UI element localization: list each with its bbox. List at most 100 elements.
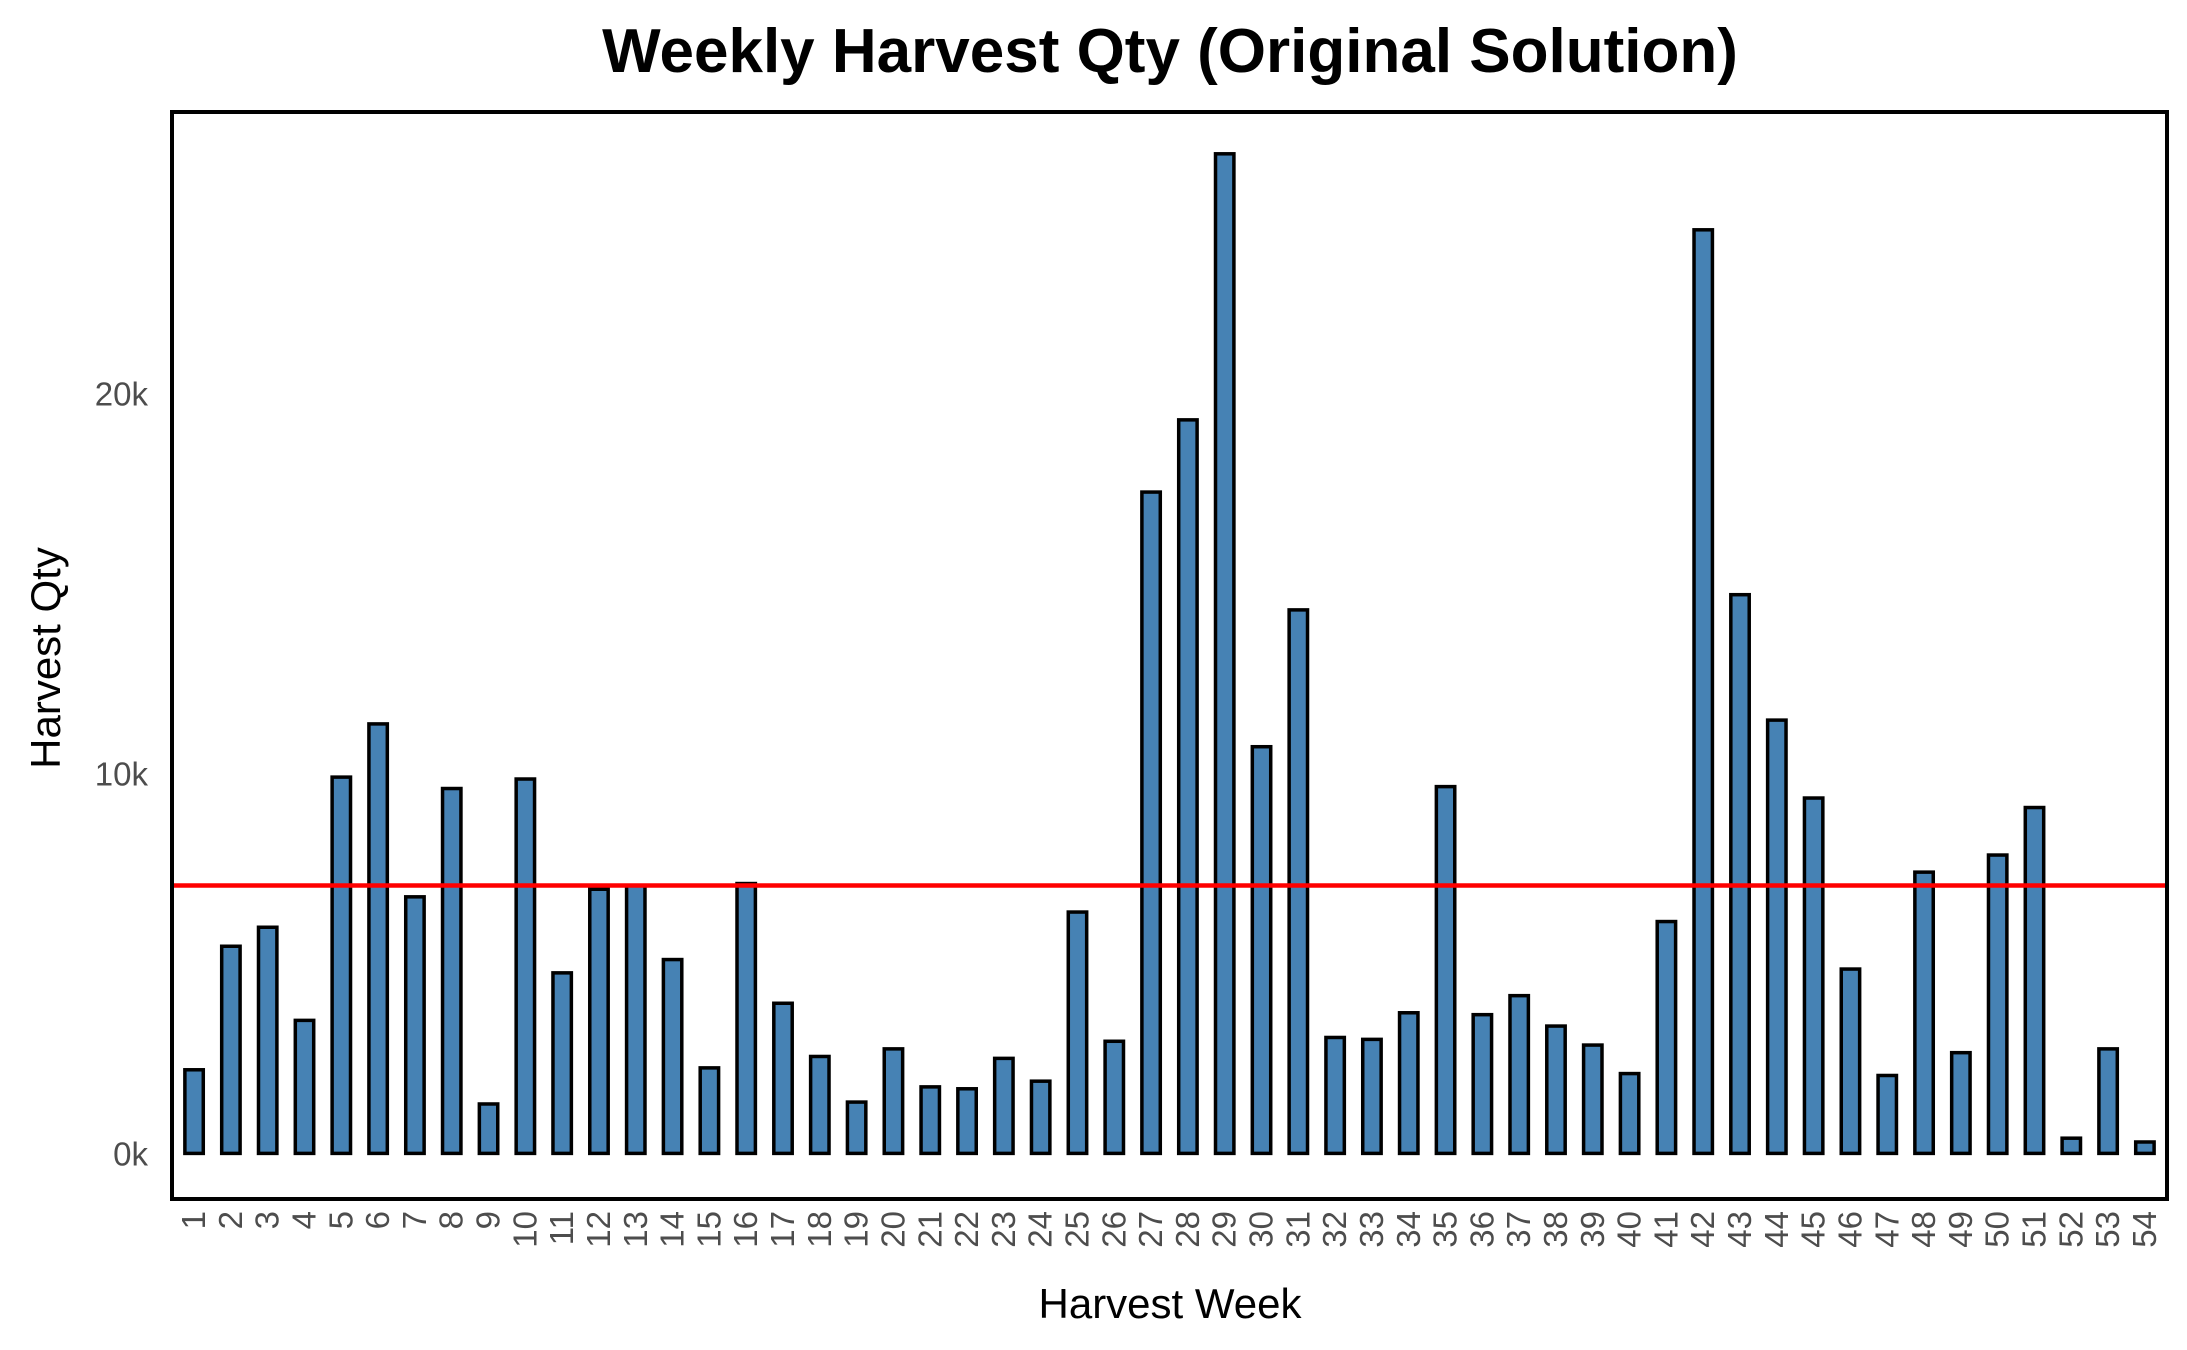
bar-week-40	[1618, 1071, 1641, 1156]
y-tick-label: 20k	[95, 375, 149, 412]
bar-week-12	[588, 887, 610, 1156]
x-tick-label: 20	[874, 1211, 911, 1248]
bar-week-46	[1839, 967, 1862, 1156]
bar-week-50	[1986, 853, 2009, 1156]
x-tick-label: 40	[1611, 1211, 1648, 1248]
bar-week-28	[1176, 418, 1199, 1156]
x-tick-label: 27	[1132, 1211, 1169, 1248]
x-tick-label: 38	[1537, 1211, 1574, 1248]
bar-week-22	[956, 1087, 978, 1156]
bar-week-11	[551, 971, 574, 1156]
bar-week-21	[919, 1085, 942, 1156]
x-tick-label: 16	[727, 1211, 764, 1248]
x-axis-title: Harvest Week	[1039, 1280, 1303, 1327]
bar-week-10	[514, 777, 537, 1156]
x-tick-label: 43	[1721, 1211, 1758, 1248]
bar-week-25	[1066, 910, 1089, 1156]
bar-week-37	[1508, 993, 1531, 1156]
bar-week-5	[330, 775, 353, 1156]
bar-week-36	[1471, 1012, 1494, 1156]
bar-week-51	[2023, 805, 2046, 1156]
x-tick-label: 54	[2126, 1211, 2163, 1248]
bar-week-27	[1140, 490, 1163, 1156]
bar-week-42	[1692, 228, 1715, 1156]
x-tick-label: 37	[1500, 1211, 1537, 1248]
x-tick-label: 45	[1795, 1211, 1832, 1248]
x-axis-ticks: 1 2 3 4 5 6 7 8 9 10 11 12 13 14 15 16 17 18 19 20 21 22 23 24 2…	[175, 1211, 2163, 1248]
bar-week-32	[1324, 1035, 1347, 1156]
y-axis-title: Harvest Qty	[22, 547, 69, 769]
bar-week-23	[992, 1056, 1015, 1156]
bar-week-17	[772, 1001, 794, 1156]
x-tick-label: 39	[1574, 1211, 1611, 1248]
x-tick-label: 13	[617, 1211, 654, 1248]
bar-week-13	[624, 883, 647, 1156]
plot-panel-border	[170, 110, 2169, 1201]
x-tick-label: 26	[1095, 1211, 1132, 1248]
x-tick-label: 33	[1353, 1211, 1390, 1248]
x-tick-label: 53	[2089, 1211, 2126, 1248]
bar-week-26	[1103, 1039, 1126, 1156]
x-tick-label: 31	[1279, 1211, 1316, 1248]
bar-week-20	[882, 1047, 905, 1156]
x-tick-label: 17	[764, 1211, 801, 1248]
bar-week-1	[183, 1068, 206, 1156]
bar-week-38	[1545, 1024, 1567, 1156]
x-tick-label: 35	[1427, 1211, 1464, 1248]
x-tick-label: 29	[1206, 1211, 1243, 1248]
bar-week-8	[440, 786, 463, 1156]
x-tick-label: 15	[690, 1211, 727, 1248]
bar-week-3	[256, 925, 279, 1156]
bar-week-52	[2060, 1136, 2083, 1156]
bar-week-19	[845, 1100, 868, 1156]
x-tick-label: 44	[1758, 1211, 1795, 1248]
x-tick-label: 48	[1905, 1211, 1942, 1248]
bar-week-53	[2097, 1047, 2120, 1156]
bar-week-2	[219, 944, 242, 1156]
x-tick-label: 7	[396, 1211, 433, 1229]
x-tick-label: 46	[1831, 1211, 1868, 1248]
bar-week-30	[1250, 744, 1273, 1156]
x-tick-label: 18	[801, 1211, 838, 1248]
bar-week-54	[2133, 1140, 2156, 1156]
bars	[183, 152, 2156, 1156]
x-tick-label: 42	[1684, 1211, 1721, 1248]
bar-week-49	[1949, 1050, 1972, 1156]
bar-week-33	[1360, 1037, 1383, 1156]
y-tick-label: 0k	[113, 1135, 148, 1172]
x-tick-label: 12	[580, 1211, 617, 1248]
bar-week-15	[698, 1066, 721, 1156]
bar-week-9	[477, 1102, 500, 1156]
bar-week-39	[1581, 1043, 1604, 1156]
bar-week-47	[1876, 1073, 1899, 1156]
bar-week-4	[293, 1018, 316, 1156]
bar-week-41	[1655, 919, 1678, 1156]
x-tick-label: 52	[2052, 1211, 2089, 1248]
x-tick-label: 9	[470, 1211, 507, 1229]
x-tick-label: 22	[948, 1211, 985, 1248]
x-tick-label: 36	[1463, 1211, 1500, 1248]
x-tick-label: 6	[359, 1211, 396, 1229]
x-tick-label: 51	[2015, 1211, 2052, 1248]
x-tick-label: 28	[1169, 1211, 1206, 1248]
x-tick-label: 41	[1647, 1211, 1684, 1248]
bar-week-6	[367, 722, 390, 1156]
x-tick-label: 25	[1058, 1211, 1095, 1248]
x-tick-label: 30	[1243, 1211, 1280, 1248]
x-tick-label: 3	[249, 1211, 286, 1229]
bar-week-14	[661, 957, 684, 1156]
x-tick-label: 34	[1390, 1211, 1427, 1248]
x-tick-label: 49	[1942, 1211, 1979, 1248]
x-tick-label: 23	[985, 1211, 1022, 1248]
x-tick-label: 50	[1979, 1211, 2016, 1248]
x-tick-label: 8	[433, 1211, 470, 1229]
bar-week-43	[1729, 592, 1751, 1156]
chart-title: Weekly Harvest Qty (Original Solution)	[602, 17, 1738, 86]
bar-week-29	[1213, 152, 1236, 1156]
bar-week-18	[808, 1054, 831, 1156]
x-tick-label: 1	[175, 1211, 212, 1229]
x-tick-label: 11	[543, 1211, 580, 1245]
x-tick-label: 5	[322, 1211, 359, 1229]
